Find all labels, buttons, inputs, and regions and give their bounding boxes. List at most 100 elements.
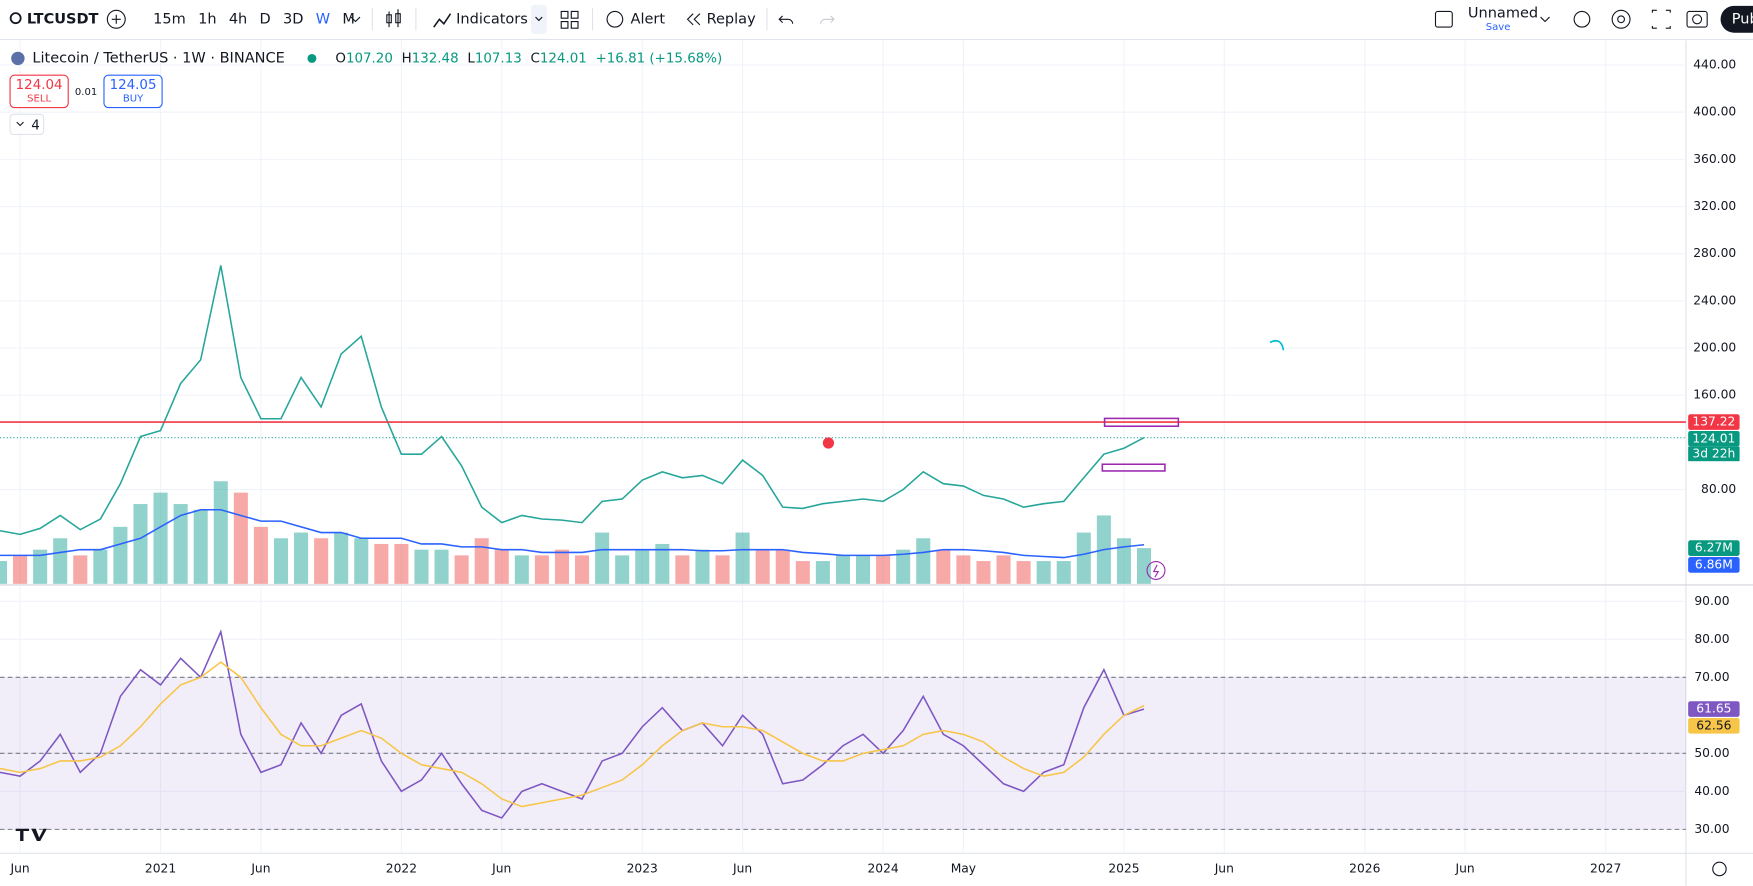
x-tick-label: Jun: [250, 861, 270, 875]
volume-bar: [896, 549, 911, 584]
toolbar: LTCUSDT 15m 1h 4h D 3D W M Indicators Alert Re…: [0, 4, 1753, 40]
y-tick-label: 440.00: [1693, 58, 1736, 72]
indicators-dropdown[interactable]: [531, 4, 547, 34]
interval-group: 15m 1h 4h D 3D W M: [153, 11, 355, 27]
indicator-count[interactable]: 4: [31, 118, 40, 133]
drawing: [1269, 339, 1285, 351]
save-label[interactable]: Save: [1486, 22, 1511, 33]
redo-button[interactable]: [820, 15, 835, 24]
volume-bar: [193, 509, 208, 584]
sell-button[interactable]: [9, 74, 69, 109]
replay-button[interactable]: Replay: [707, 11, 757, 27]
interval-button[interactable]: 4h: [229, 11, 247, 27]
countdown: 3d 22h: [1692, 446, 1735, 460]
publish-button[interactable]: [1720, 5, 1753, 33]
settings-button[interactable]: [1611, 9, 1631, 29]
sell-price[interactable]: 124.04: [16, 78, 63, 93]
indicator-toggle[interactable]: [9, 113, 45, 135]
x-tick-label: Jun: [491, 861, 511, 875]
interval-button[interactable]: 1h: [198, 11, 216, 27]
interval-dropdown[interactable]: [350, 16, 361, 23]
layouts-button[interactable]: [560, 10, 579, 29]
event-marker[interactable]: [1146, 560, 1166, 580]
layout-name[interactable]: Unnamed: [1468, 6, 1538, 22]
volume-bar: [936, 549, 951, 584]
y-tick-label: 320.00: [1693, 199, 1736, 213]
interval-button[interactable]: M: [342, 11, 355, 27]
interval-button[interactable]: W: [316, 11, 330, 27]
volume-bar: [233, 492, 248, 584]
tradingview-logo[interactable]: [15, 828, 47, 842]
volume-bar: [0, 561, 8, 584]
sell-label[interactable]: SELL: [27, 94, 51, 105]
interval-button[interactable]: 3D: [283, 11, 303, 27]
search-icon[interactable]: [9, 12, 22, 25]
interval-button[interactable]: D: [260, 11, 271, 27]
volume-bar: [976, 561, 991, 584]
chart-type-button[interactable]: [386, 9, 401, 28]
buy-label[interactable]: BUY: [123, 94, 144, 105]
volume-bar: [294, 532, 309, 584]
plus-icon: [111, 14, 121, 24]
volume-bar: [996, 555, 1011, 584]
x-tick-label: Jun: [732, 861, 752, 875]
camera-lens: [1692, 14, 1703, 25]
y-tick-label: 50.00: [1694, 746, 1729, 760]
buy-button[interactable]: [103, 74, 163, 109]
volume-bar: [494, 549, 509, 584]
volume-bar: [113, 526, 128, 584]
volume-bar: [434, 549, 449, 584]
x-tick-label: 2026: [1349, 861, 1380, 875]
volume-bar: [514, 555, 529, 584]
axis-settings[interactable]: [1712, 861, 1727, 877]
symbol[interactable]: LTCUSDT: [27, 11, 99, 27]
publish-label[interactable]: Pub: [1732, 11, 1753, 27]
price-tag-label: 61.65: [1696, 702, 1731, 716]
volume-bar: [253, 526, 268, 584]
volume-bar: [956, 555, 971, 584]
y-tick-label: 70.00: [1694, 670, 1729, 684]
volume-bar: [755, 549, 770, 584]
alert-icon: [606, 10, 624, 28]
close-label: C: [531, 51, 540, 66]
fullscreen-button[interactable]: [1651, 9, 1671, 29]
volume-bar: [775, 549, 790, 584]
volume-bar: [334, 532, 349, 584]
alert-button[interactable]: Alert: [631, 11, 666, 27]
volume-bar: [1136, 548, 1152, 584]
volume-bar: [575, 555, 590, 584]
y-tick-label: 360.00: [1693, 152, 1736, 166]
x-tick-label: 2024: [867, 861, 898, 875]
undo-button[interactable]: [778, 15, 794, 24]
compare-button[interactable]: [106, 9, 126, 29]
save-dropdown[interactable]: [1540, 16, 1550, 23]
y-tick-label: 400.00: [1693, 105, 1736, 119]
volume-bar: [554, 549, 569, 584]
x-tick-label: 2027: [1590, 861, 1621, 875]
volume-bar: [213, 481, 228, 584]
open-label: O: [335, 51, 346, 66]
volume-bar: [795, 561, 810, 584]
zone-box: [1103, 417, 1180, 428]
change: +16.81 (+15.68%): [596, 51, 723, 66]
quick-search[interactable]: [1573, 10, 1591, 28]
volume-bar: [394, 543, 409, 584]
volume-bar: [93, 549, 108, 584]
layout-icon[interactable]: [1434, 10, 1453, 28]
indicators-button[interactable]: Indicators: [456, 11, 528, 27]
buy-price[interactable]: 124.05: [110, 78, 157, 93]
price-tag-label: 137.22: [1692, 415, 1735, 429]
rsi-layer: [0, 629, 1145, 819]
volume-layer: [0, 481, 1152, 584]
screenshot-button[interactable]: [1686, 10, 1708, 28]
chart-title: Litecoin / TetherUS · 1W · BINANCE: [32, 50, 284, 66]
spread: 0.01: [75, 87, 97, 98]
x-tick-label: Jun: [9, 861, 29, 875]
y-tick-label: 90.00: [1694, 594, 1729, 608]
price-layer: [0, 265, 1686, 536]
event-marker[interactable]: [822, 437, 835, 449]
volume-bar: [153, 492, 168, 584]
interval-button[interactable]: 15m: [153, 11, 186, 27]
volume-bar: [1016, 561, 1031, 584]
